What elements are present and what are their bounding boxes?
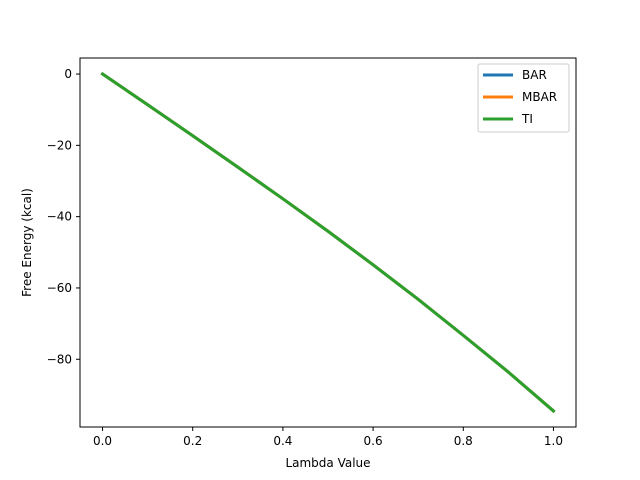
y-axis-ticks: 0 −20 −40 −60 −80: [47, 67, 80, 366]
legend-entries: BAR MBAR TI: [483, 68, 557, 126]
y-tick-label: −60: [47, 281, 72, 295]
y-tick-label: −40: [47, 210, 72, 224]
y-tick-label: 0: [64, 67, 72, 81]
legend: BAR MBAR TI: [477, 63, 570, 133]
legend-label-ti: TI: [521, 112, 533, 126]
x-tick-label: 0.2: [183, 434, 202, 448]
series-line-ti: [100, 71, 556, 414]
legend-label-mbar: MBAR: [522, 90, 557, 104]
x-tick-label: 1.0: [544, 434, 563, 448]
legend-frame: [477, 63, 570, 133]
x-tick-label: 0.6: [364, 434, 383, 448]
y-tick-label: −20: [47, 138, 72, 152]
series-layer: [100, 71, 556, 414]
legend-label-bar: BAR: [522, 68, 547, 82]
y-tick-label: −80: [47, 352, 72, 366]
y-axis-label: Free Energy (kcal): [20, 188, 34, 297]
x-tick-label: 0.0: [93, 434, 112, 448]
x-tick-label: 0.8: [454, 434, 473, 448]
x-axis-label: Lambda Value: [285, 456, 370, 470]
x-tick-label: 0.4: [273, 434, 292, 448]
plot-frame: [79, 57, 577, 428]
x-axis-ticks: 0.0 0.2 0.4 0.6 0.8 1.0: [93, 427, 563, 448]
